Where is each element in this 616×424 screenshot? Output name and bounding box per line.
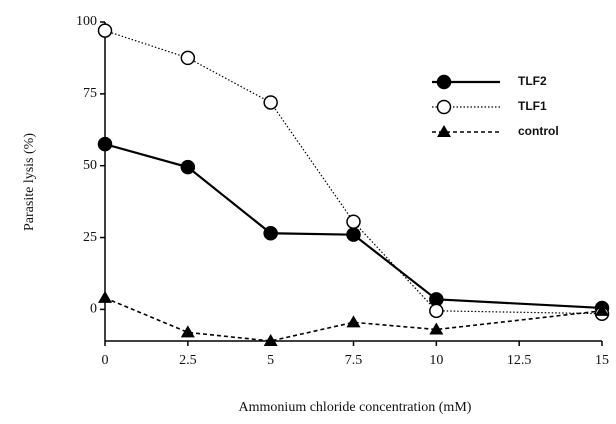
- marker: [346, 315, 361, 328]
- legend-marker: [436, 74, 452, 90]
- marker: [263, 95, 278, 110]
- marker: [263, 334, 278, 346]
- marker: [180, 159, 196, 175]
- x-axis-label: Ammonium chloride concentration (mM): [239, 400, 472, 415]
- marker: [429, 303, 444, 319]
- y-tick-label: 0: [90, 302, 97, 317]
- marker: [180, 50, 196, 66]
- legend-marker: [436, 99, 452, 115]
- x-tick-label: 15: [595, 353, 609, 368]
- y-tick-label: 25: [83, 230, 97, 245]
- y-tick-label: 100: [76, 14, 97, 29]
- marker: [98, 290, 112, 303]
- series-line: [104, 143, 603, 310]
- y-axis-label: Parasite lysis (%): [22, 133, 37, 231]
- x-tick-label: 10: [429, 353, 443, 368]
- y-tick-label: 50: [83, 158, 97, 173]
- legend-label: control: [518, 124, 559, 138]
- legend-marker: [437, 125, 451, 137]
- marker: [346, 227, 361, 242]
- x-tick-label: 5: [267, 353, 274, 368]
- x-tick-label: 2.5: [179, 353, 197, 368]
- x-tick-label: 12.5: [507, 353, 532, 368]
- marker: [97, 136, 113, 152]
- y-tick-label: 75: [83, 86, 97, 101]
- legend-label: TLF1: [518, 99, 547, 113]
- x-tick-label: 0: [102, 353, 109, 368]
- marker: [263, 225, 278, 241]
- marker: [180, 325, 195, 338]
- legend-label: TLF2: [518, 74, 547, 88]
- marker: [429, 322, 444, 335]
- x-tick-label: 7.5: [345, 353, 363, 368]
- marker: [346, 214, 361, 229]
- marker: [595, 303, 609, 316]
- marker: [97, 23, 113, 38]
- series-line: [104, 30, 603, 315]
